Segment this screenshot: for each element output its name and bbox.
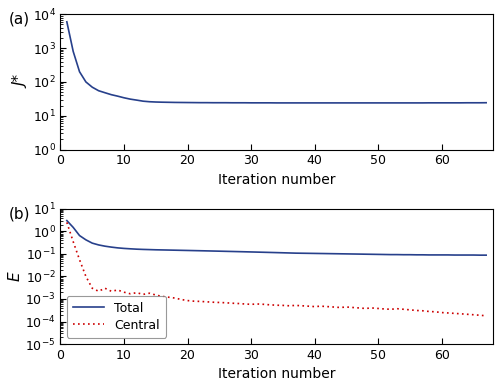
Total <box>128 247 134 251</box>
Total <box>236 249 242 254</box>
Y-axis label: J*: J* <box>15 76 30 88</box>
Y-axis label: E: E <box>8 272 22 281</box>
Line: Total: Total <box>67 221 486 255</box>
Total <box>254 250 260 254</box>
X-axis label: Iteration number: Iteration number <box>218 173 335 187</box>
Total <box>64 218 70 223</box>
Line: Central: Central <box>67 223 486 316</box>
Total <box>452 253 458 258</box>
Total <box>477 253 483 258</box>
Central <box>254 301 260 306</box>
Central <box>128 291 134 296</box>
Total <box>483 253 489 258</box>
Central <box>159 294 165 299</box>
X-axis label: Iteration number: Iteration number <box>218 368 335 382</box>
Text: (a): (a) <box>8 12 30 26</box>
Text: (b): (b) <box>8 206 30 221</box>
Central <box>483 314 489 318</box>
Total <box>114 245 120 250</box>
Central <box>64 220 70 225</box>
Total <box>382 252 388 257</box>
Central <box>382 307 388 311</box>
Central <box>236 301 242 306</box>
Central <box>458 312 464 316</box>
Legend: Total, Central: Total, Central <box>66 296 166 338</box>
